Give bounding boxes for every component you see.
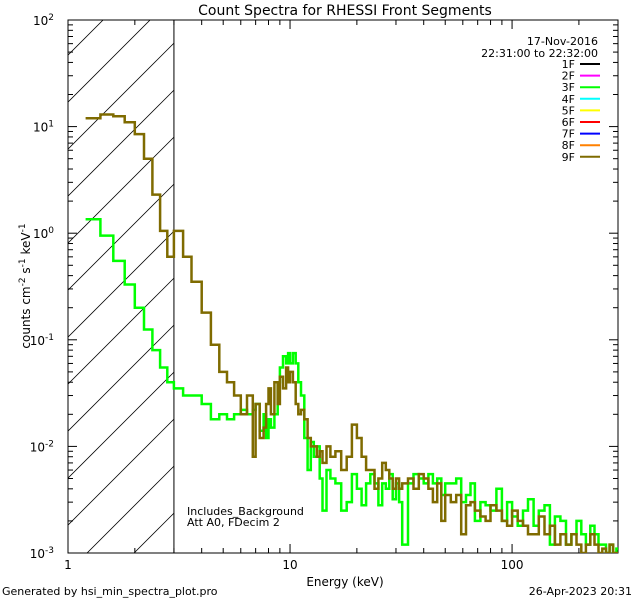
- series-lines: [85, 113, 618, 553]
- legend: 17-Nov-2016 22:31:00 to 22:32:00 1F2F3F4…: [481, 35, 600, 164]
- series-9F: [85, 113, 618, 553]
- footer-timestamp: 26-Apr-2023 20:31: [529, 585, 632, 598]
- hatch-line: [86, 465, 174, 553]
- hatch-line: [68, 418, 174, 526]
- legend-label-7F: 7F: [562, 128, 575, 141]
- legend-date: 17-Nov-2016: [527, 35, 598, 48]
- hatch-line: [68, 324, 174, 432]
- y-tick-label: 102: [33, 13, 54, 28]
- hatch-line: [68, 136, 174, 244]
- series-3F: [85, 218, 618, 553]
- hatch-line: [68, 89, 174, 197]
- hatch-line: [68, 230, 174, 338]
- y-tick-label: 100: [33, 226, 54, 241]
- hatch-line: [133, 512, 174, 553]
- y-tick-label: 10-1: [30, 333, 54, 348]
- annotation-background: Includes_Background: [187, 505, 304, 518]
- x-tick-labels: 1 10 100: [64, 558, 523, 572]
- x-tick-label: 10: [282, 558, 297, 572]
- legend-time-range: 22:31:00 to 22:32:00: [481, 47, 598, 60]
- legend-label-4F: 4F: [562, 93, 575, 106]
- annotation-attenuator: Att A0, FDecim 2: [187, 516, 280, 529]
- footer-generated-by: Generated by hsi_min_spectra_plot.pro: [2, 585, 218, 598]
- y-tick-labels: 10-3 10-2 10-1 100 101 102: [30, 13, 55, 561]
- legend-label-9F: 9F: [562, 151, 575, 164]
- hatch-line: [68, 0, 174, 8]
- legend-label-2F: 2F: [562, 70, 575, 83]
- legend-label-5F: 5F: [562, 104, 575, 117]
- legend-label-6F: 6F: [562, 116, 575, 129]
- legend-label-3F: 3F: [562, 81, 575, 94]
- hatch-line: [68, 371, 174, 479]
- hatched-region: [68, 0, 175, 553]
- y-tick-label: 101: [33, 120, 54, 135]
- x-tick-label: 100: [501, 558, 524, 572]
- x-axis-title: Energy (keV): [306, 575, 383, 589]
- hatch-line: [68, 20, 104, 56]
- plot-frame: [67, 19, 619, 554]
- axis-ticks: [67, 19, 619, 554]
- hatch-line: [68, 183, 174, 291]
- y-tick-label: 10-3: [30, 546, 54, 561]
- x-tick-label: 1: [64, 558, 72, 572]
- y-tick-label: 10-2: [30, 439, 54, 454]
- hatch-line: [68, 42, 174, 150]
- y-axis-title: counts cm-2 s-1 keV-1: [18, 223, 33, 348]
- chart-title: Count Spectra for RHESSI Front Segments: [198, 3, 492, 19]
- hatch-line: [68, 20, 151, 103]
- legend-label-8F: 8F: [562, 139, 575, 152]
- legend-label-1F: 1F: [562, 58, 575, 71]
- hatch-line: [68, 277, 174, 385]
